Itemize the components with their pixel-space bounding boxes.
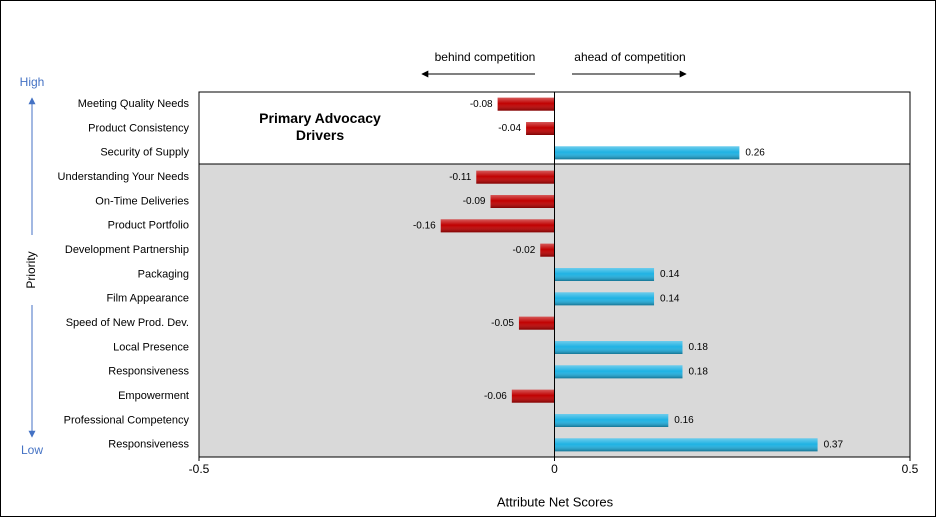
bar-shade	[554, 146, 740, 160]
value-label: -0.08	[470, 99, 493, 110]
behind-label: behind competition	[435, 50, 536, 64]
high-label: High	[20, 75, 45, 89]
priority-label: Priority	[24, 251, 38, 288]
y-tick-label: Development Partnership	[65, 244, 189, 256]
bar-shade	[540, 243, 555, 257]
value-label: 0.14	[660, 293, 680, 304]
bar-shade	[554, 414, 669, 427]
y-tick-label: Professional Competency	[64, 414, 190, 426]
y-tick-label: On-Time Deliveries	[95, 195, 189, 207]
value-label: 0.26	[745, 147, 765, 158]
bar-shade	[526, 122, 555, 135]
value-label: 0.16	[674, 415, 694, 426]
bar-shade	[440, 219, 555, 233]
y-tick-label: Packaging	[138, 268, 189, 280]
y-tick-label: Empowerment	[118, 390, 189, 402]
bar-shade	[554, 292, 655, 306]
bar-shade	[554, 268, 655, 281]
value-label: 0.14	[660, 269, 680, 280]
bar-shade	[554, 438, 818, 452]
x-tick-label: 0.5	[902, 462, 919, 476]
value-label: -0.11	[449, 172, 471, 183]
value-label: -0.06	[484, 391, 507, 402]
value-label: -0.02	[512, 245, 535, 256]
y-tick-label: Understanding Your Needs	[58, 171, 190, 183]
y-tick-label: Security of Supply	[100, 147, 189, 159]
y-tick-label: Product Portfolio	[108, 220, 189, 232]
x-tick-label: 0	[551, 462, 558, 476]
y-tick-label: Local Presence	[113, 341, 189, 353]
value-label: -0.05	[491, 318, 514, 329]
bar-shade	[511, 389, 555, 403]
bar-shade	[518, 316, 555, 330]
y-tick-label: Film Appearance	[106, 293, 189, 305]
bar-shade	[497, 97, 555, 111]
value-label: 0.18	[688, 366, 708, 377]
value-label: -0.04	[498, 123, 521, 134]
y-tick-label: Responsiveness	[108, 366, 189, 378]
bar-shade	[554, 341, 683, 354]
bar-shade	[490, 195, 555, 208]
value-label: 0.18	[688, 342, 708, 353]
ahead-label: ahead of competition	[574, 50, 685, 64]
group-label: Primary Advocacy Drivers	[259, 110, 381, 143]
x-tick-label: -0.5	[189, 462, 210, 476]
bar-shade	[554, 365, 683, 379]
y-tick-label: Product Consistency	[88, 122, 189, 134]
value-label: -0.16	[413, 220, 436, 231]
low-label: Low	[21, 443, 43, 457]
value-label: -0.09	[463, 196, 486, 207]
y-tick-label: Speed of New Prod. Dev.	[66, 317, 189, 329]
bar-shade	[476, 170, 555, 184]
value-label: 0.37	[824, 439, 844, 450]
y-tick-label: Responsiveness	[108, 439, 189, 451]
y-tick-label: Meeting Quality Needs	[78, 98, 190, 110]
x-axis-title: Attribute Net Scores	[497, 494, 614, 509]
